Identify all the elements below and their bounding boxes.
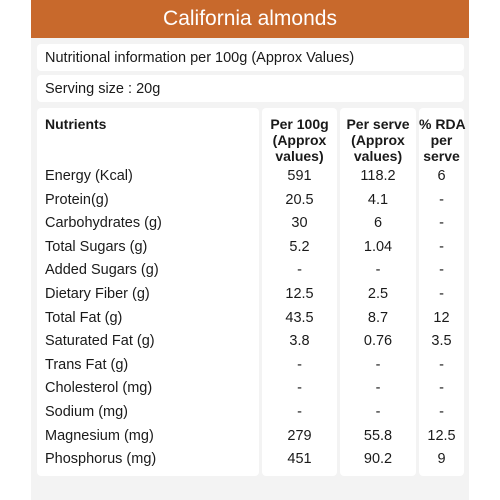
info-line: Nutritional information per 100g (Approx…	[37, 44, 464, 71]
value-per-serve: 55.8	[363, 427, 393, 444]
value-per100: 3.8	[289, 333, 310, 350]
value-per-serve: -	[375, 262, 381, 279]
value-per100: -	[297, 380, 302, 397]
header-rda-line2: per	[430, 132, 453, 148]
header-serve-line3: values)	[353, 148, 403, 164]
nutrients-column	[37, 108, 259, 476]
nutrient-name: Trans Fat (g)	[45, 356, 129, 373]
header-serve-line1: Per serve	[346, 116, 410, 132]
value-per-serve: 0.76	[363, 333, 393, 350]
value-rda: -	[439, 238, 444, 255]
header-serve-line2: (Approx	[351, 132, 405, 148]
header-per100-line1: Per 100g	[270, 116, 329, 132]
per-serve-column	[340, 108, 416, 476]
header-per100-line2: (Approx	[272, 132, 327, 148]
nutrient-name: Cholesterol (mg)	[45, 380, 153, 397]
value-per-serve: 4.1	[367, 191, 389, 208]
nutrient-name: Added Sugars (g)	[45, 262, 159, 279]
value-per-serve: 2.5	[367, 286, 389, 302]
header-per100-line3: values)	[275, 148, 324, 164]
value-per100: 591	[287, 168, 312, 184]
value-per100: 451	[287, 451, 312, 468]
per100-column	[262, 108, 337, 476]
value-rda: 6	[437, 168, 446, 184]
value-rda: -	[439, 356, 444, 373]
value-per100: 43.5	[285, 309, 314, 326]
nutrient-name: Sodium (mg)	[45, 404, 128, 420]
value-per-serve: 1.04	[363, 238, 393, 255]
value-per-serve: 90.2	[363, 451, 393, 468]
value-per100: 20.5	[285, 191, 314, 208]
product-title: California almonds	[31, 0, 469, 38]
value-per100: 12.5	[285, 286, 314, 302]
nutrient-name: Phosphorus (mg)	[45, 451, 157, 468]
value-rda: 12	[433, 309, 450, 326]
value-rda: 12.5	[427, 427, 456, 444]
value-per100: -	[297, 262, 302, 279]
nutrient-name: Total Fat (g)	[45, 309, 123, 326]
header-nutrients: Nutrients	[45, 116, 107, 132]
serving-size: Serving size : 20g	[37, 75, 464, 102]
value-per100: -	[297, 356, 302, 373]
nutrition-panel: California almonds Nutritional informati…	[31, 0, 469, 500]
value-per100: -	[297, 404, 302, 420]
nutrient-name: Total Sugars (g)	[45, 238, 148, 255]
nutrient-name: Energy (Kcal)	[45, 168, 133, 184]
value-per100: 5.2	[289, 238, 310, 255]
value-per-serve: 6	[373, 215, 383, 232]
nutrient-name: Saturated Fat (g)	[45, 333, 155, 350]
value-per-serve: -	[375, 404, 381, 420]
header-rda-line1: % RDA	[419, 116, 466, 132]
value-rda: -	[439, 286, 444, 302]
nutrient-name: Dietary Fiber (g)	[45, 286, 150, 302]
rda-column	[419, 108, 464, 476]
value-rda: -	[439, 262, 444, 279]
nutrient-name: Protein(g)	[45, 191, 109, 208]
value-per100: 279	[287, 427, 312, 444]
value-rda: 9	[437, 451, 446, 468]
nutrient-name: Magnesium (mg)	[45, 427, 154, 444]
value-rda: -	[439, 215, 444, 232]
value-per100: 30	[291, 215, 308, 232]
value-per-serve: 8.7	[367, 309, 389, 326]
value-rda: 3.5	[431, 333, 452, 350]
value-rda: -	[439, 404, 444, 420]
value-per-serve: 118.2	[360, 168, 396, 184]
value-rda: -	[439, 191, 444, 208]
header-rda-line3: serve	[423, 148, 460, 164]
nutrient-name: Carbohydrates (g)	[45, 215, 162, 232]
value-per-serve: -	[375, 380, 381, 397]
value-per-serve: -	[375, 356, 381, 373]
value-rda: -	[439, 380, 444, 397]
